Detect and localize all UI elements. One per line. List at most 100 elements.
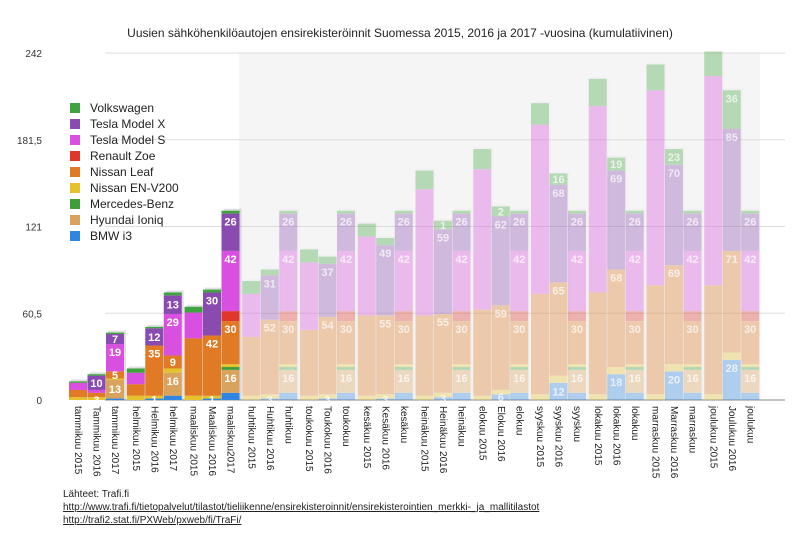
legend-item: Hyundai Ioniq xyxy=(70,212,163,228)
data-label: 30 xyxy=(571,324,583,336)
data-label: 85 xyxy=(726,132,738,144)
bar-segment-nissan-en-v200 xyxy=(357,395,376,400)
legend-item: Volkswagen xyxy=(70,100,154,116)
bar-group xyxy=(87,372,108,400)
bar-segment-renault-zoe xyxy=(221,311,240,322)
y-tick-label: 60,5 xyxy=(23,309,43,320)
bar-segment-nissan-leaf xyxy=(106,371,124,379)
bar-group xyxy=(607,157,626,400)
bar-segment-renault-zoe xyxy=(625,311,644,322)
bar-segment-tesla-model-s xyxy=(300,262,318,330)
bar-group xyxy=(625,210,644,400)
bar-segment-tesla-model-x xyxy=(683,213,702,251)
data-label: 30 xyxy=(513,324,525,336)
x-tick-label: Heinäkuu 2016 xyxy=(437,406,448,474)
legend-label: Hyundai Ioniq xyxy=(90,213,164,227)
bar-group xyxy=(318,256,337,400)
bar-segment-nissan-leaf xyxy=(203,335,221,396)
data-label: 10 xyxy=(90,378,102,390)
bar-group xyxy=(242,280,261,400)
bar-segment-nissan-leaf xyxy=(549,282,568,376)
legend-item: Nissan EN-V200 xyxy=(70,180,179,196)
source-link-trafi[interactable]: http://www.trafi.fi/tietopalvelut/tilast… xyxy=(63,502,540,513)
data-label: 26 xyxy=(398,217,410,229)
bar-segment-bmw-i3 xyxy=(722,359,741,400)
bar-segment-nissan-en-v200 xyxy=(337,364,355,368)
bar-segment-nissan-en-v200 xyxy=(300,395,318,400)
x-tick-label: lokakuu xyxy=(629,406,640,440)
data-label: 23 xyxy=(668,152,680,164)
data-label: 5 xyxy=(112,370,118,382)
source-link-trafi-stat[interactable]: http://trafi2.stat.fi/PXWeb/pxweb/fi/Tra… xyxy=(63,515,242,526)
bar-segment-nissan-en-v200 xyxy=(722,352,741,360)
bar-segment-tesla-model-x xyxy=(163,295,182,314)
bar-segment-nissan-leaf xyxy=(722,250,741,353)
legend-swatch xyxy=(70,183,80,193)
bar-group xyxy=(683,210,702,400)
data-label: 68 xyxy=(552,188,564,200)
bar-segment-tesla-model-x xyxy=(87,375,106,390)
x-tick-label: huhtikuu xyxy=(282,406,293,444)
bar-segment-volkswagen xyxy=(357,223,376,237)
bar-segment-nissan-leaf xyxy=(279,321,298,365)
data-label: 26 xyxy=(571,217,583,229)
bar-segment-volkswagen xyxy=(376,237,395,246)
x-tick-label: Huhtikuu 2016 xyxy=(264,406,275,471)
bar-segment-tesla-model-x xyxy=(318,263,337,317)
data-label: 42 xyxy=(206,338,218,350)
bar-segment-tesla-model-x xyxy=(510,213,529,251)
bar-segment-renault-zoe xyxy=(337,311,355,322)
bar-segment-tesla-model-x xyxy=(106,334,124,345)
bar-group xyxy=(473,149,492,400)
x-tick-label: syyskuu 2015 xyxy=(534,406,545,468)
bar-segment-tesla-model-s xyxy=(588,106,607,293)
bar-segment-nissan-en-v200 xyxy=(588,394,607,400)
data-label: 30 xyxy=(629,324,641,336)
bar-segment-volkswagen xyxy=(300,249,318,263)
bar-group xyxy=(665,149,683,400)
bar-segment-nissan-en-v200 xyxy=(163,368,182,373)
data-label: 30 xyxy=(340,324,352,336)
bar-segment-nissan-en-v200 xyxy=(531,394,549,400)
bar-segment-nissan-en-v200 xyxy=(665,364,683,372)
data-label: 16 xyxy=(513,373,525,385)
data-label: 69 xyxy=(668,268,680,280)
bar-segment-tesla-model-x xyxy=(260,275,279,320)
bar-segment-nissan-leaf xyxy=(184,338,203,396)
bar-segment-hyundai-ioniq xyxy=(452,369,471,393)
bar-group xyxy=(145,324,166,400)
bar-segment-bmw-i3 xyxy=(625,392,644,400)
bar-group xyxy=(415,170,434,400)
bar-segment-renault-zoe xyxy=(279,311,298,322)
bar-segment-volkswagen xyxy=(126,368,145,373)
data-label: 13 xyxy=(167,300,179,312)
bar-segment-volkswagen xyxy=(646,64,665,91)
bar-segment-tesla-model-s xyxy=(625,250,644,312)
bar-segment-volkswagen xyxy=(683,210,702,214)
x-tick-label: kesäkuu xyxy=(398,406,409,443)
bar-segment-tesla-model-s xyxy=(106,344,124,372)
x-tick-label: tammikuu 2017 xyxy=(109,406,120,475)
data-label: 7 xyxy=(112,334,118,346)
bar-segment-bmw-i3 xyxy=(452,392,471,400)
bar-group xyxy=(203,287,223,400)
bar-segment-nissan-en-v200 xyxy=(625,364,644,368)
bar-segment-mercedes-benz xyxy=(279,367,298,370)
bar-segment-bmw-i3 xyxy=(607,374,626,400)
data-label: 26 xyxy=(340,217,352,229)
bar-segment-volkswagen xyxy=(531,103,549,125)
x-tick-label: Toukokuu 2016 xyxy=(322,406,333,474)
bar-segment-bmw-i3 xyxy=(318,398,337,400)
legend-item: BMW i3 xyxy=(70,228,132,244)
x-tick-label: Helmikuu 2016 xyxy=(148,406,159,473)
bar-segment-volkswagen xyxy=(221,210,240,214)
chart-title: Uusien sähköhenkilöautojen ensirekisterö… xyxy=(127,26,673,40)
bar-segment-nissan-leaf xyxy=(394,321,413,365)
x-tick-label: huhtikuu 2015 xyxy=(245,406,256,469)
bar-segment-nissan-en-v200 xyxy=(376,394,395,399)
bar-segment-tesla-model-s xyxy=(704,75,723,286)
bar-segment-volkswagen xyxy=(279,210,298,214)
bar-segment-nissan-leaf xyxy=(145,345,164,396)
bar-segment-nissan-en-v200 xyxy=(126,395,145,400)
bar-segment-nissan-en-v200 xyxy=(434,392,452,398)
